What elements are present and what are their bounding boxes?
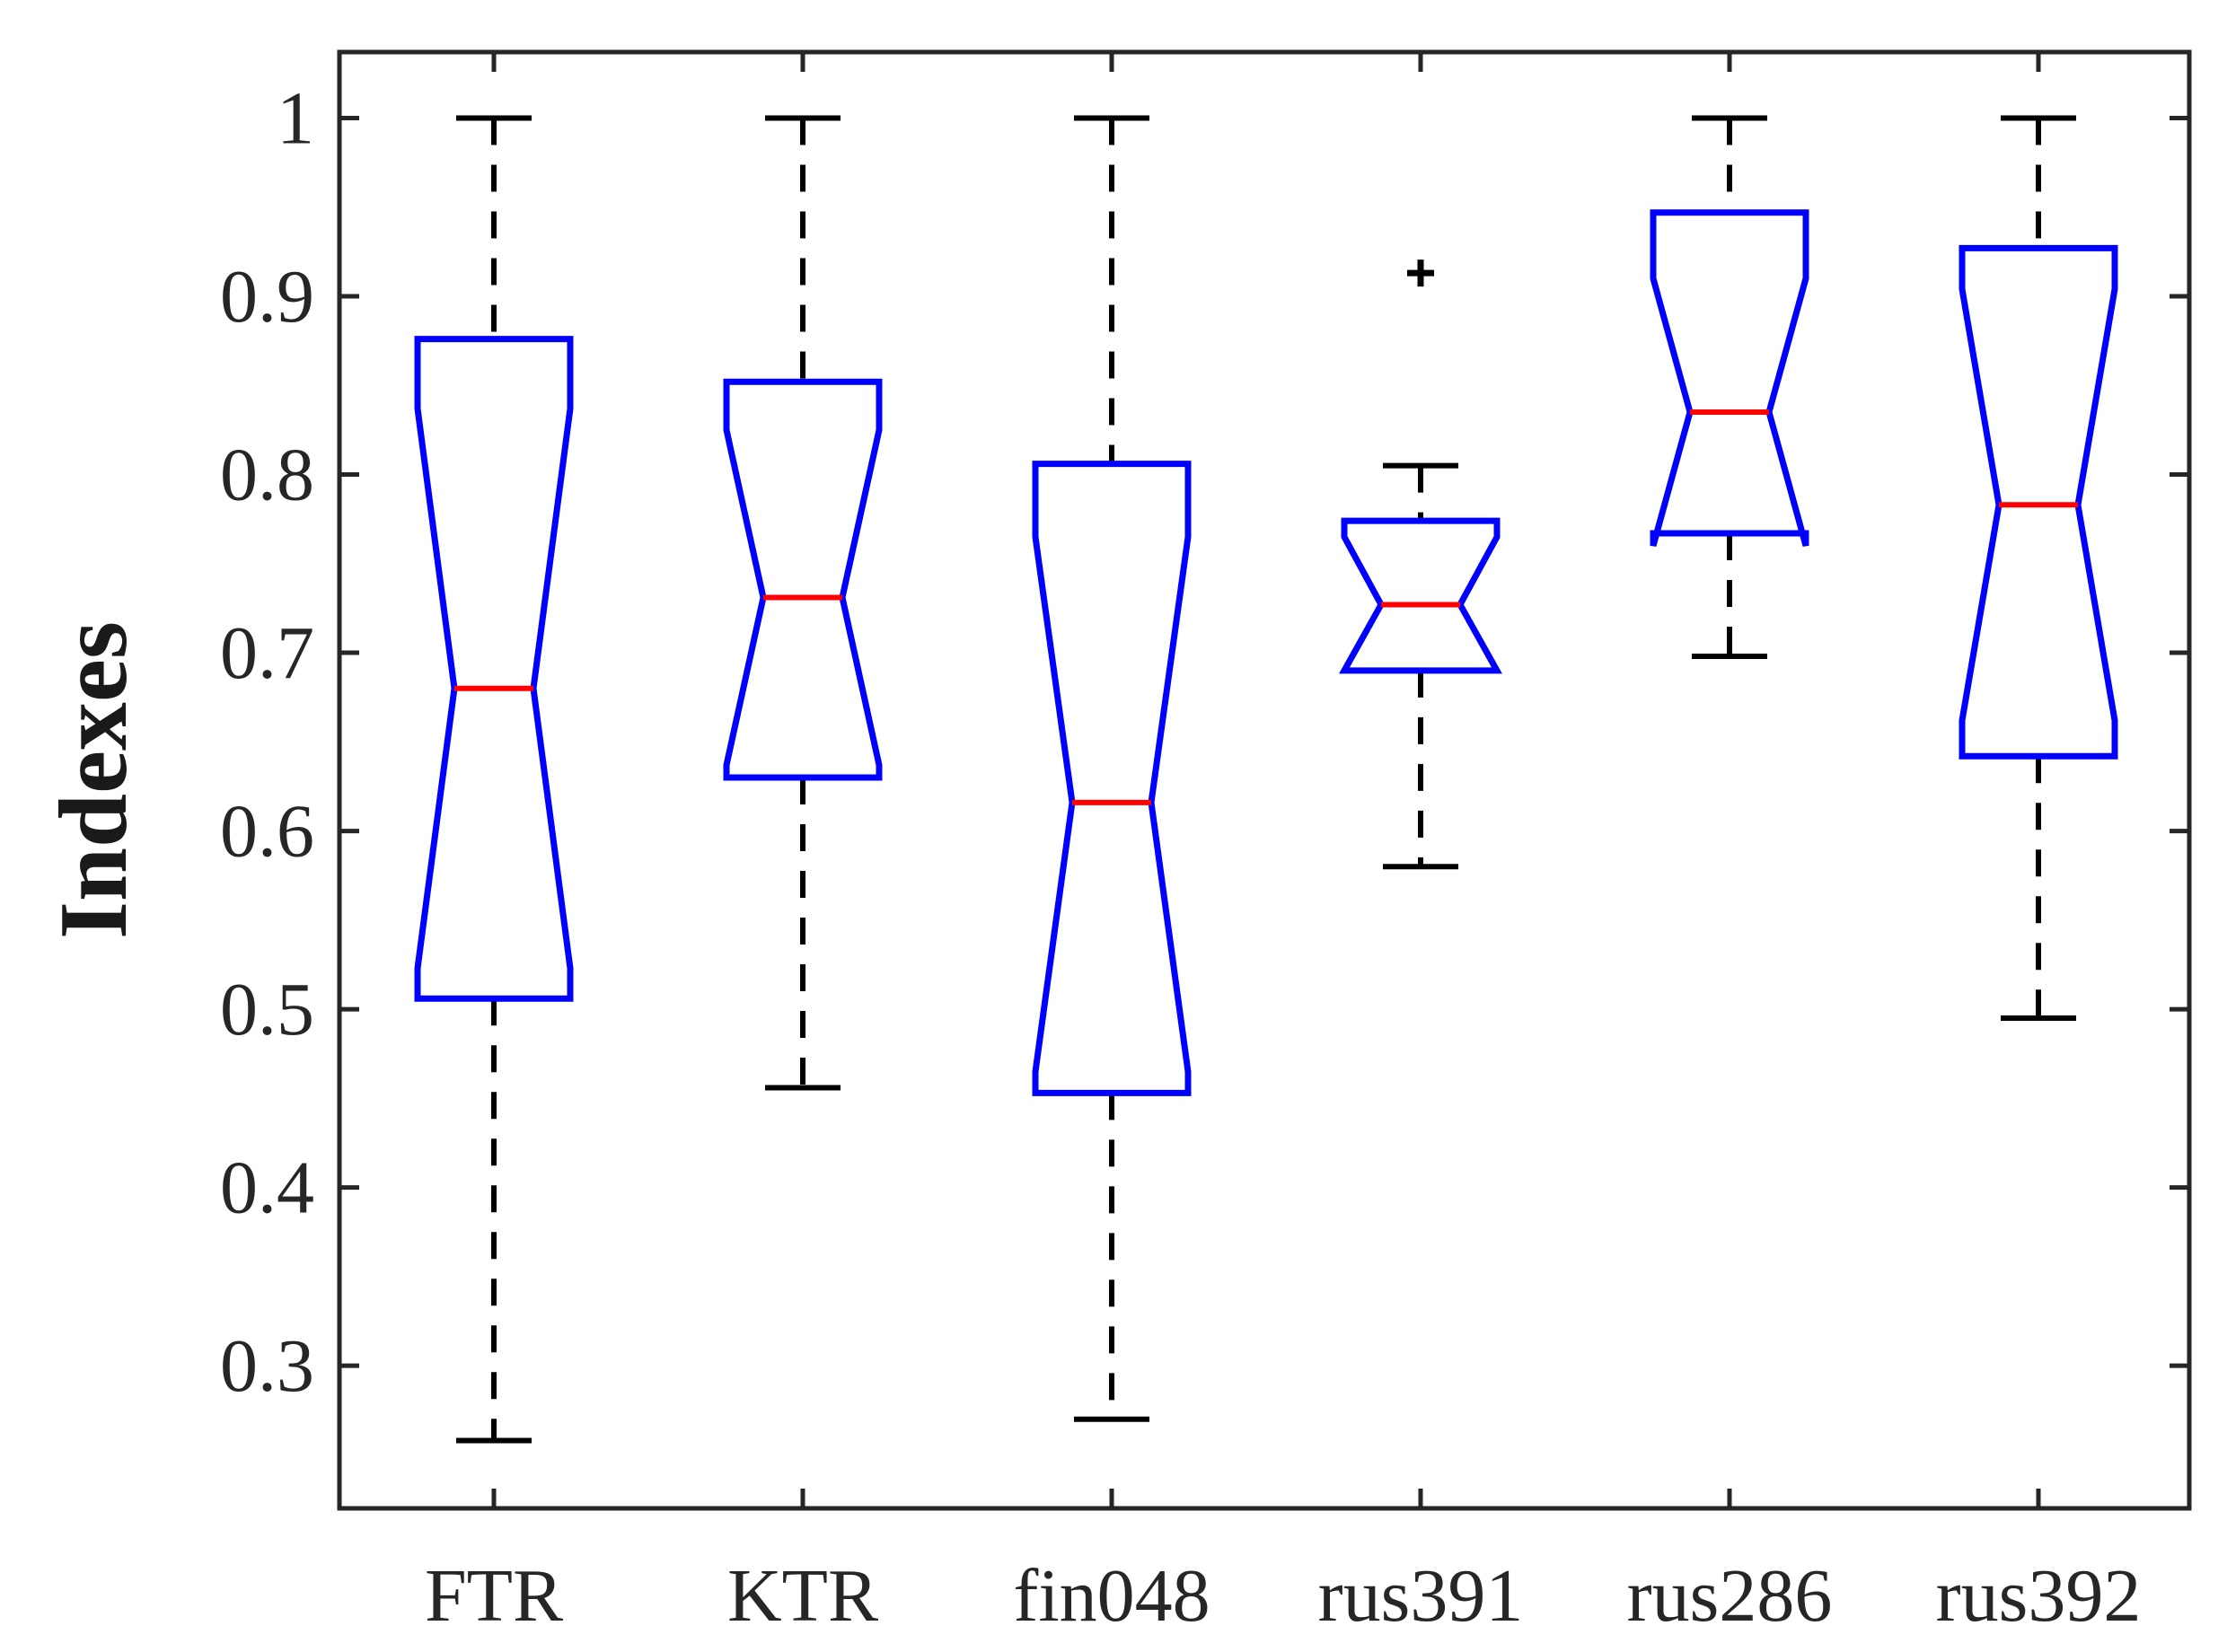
notched-box <box>1339 517 1502 674</box>
x-tick-label: rus391 <box>1318 1554 1524 1638</box>
y-tick-label: 0.9 <box>220 255 314 338</box>
box-rus286 <box>1650 115 1809 660</box>
x-tick-label: rus286 <box>1627 1554 1833 1638</box>
notched-box <box>414 336 574 1002</box>
x-tick-label: rus392 <box>1936 1554 2142 1638</box>
y-tick-label: 0.5 <box>220 968 314 1051</box>
box-rus392 <box>1959 115 2118 1022</box>
box-ktr <box>723 115 883 1091</box>
y-tick-label: 0.7 <box>220 611 314 695</box>
notched-box <box>1959 244 2118 760</box>
notched-box <box>1650 209 1809 547</box>
plot-area <box>414 115 2118 1444</box>
y-tick-label: 0.3 <box>220 1324 314 1408</box>
box-fin048 <box>1032 115 1192 1422</box>
x-tick-label: FTR <box>425 1554 563 1638</box>
notched-box <box>1032 461 1192 1096</box>
box-rus391 <box>1339 259 1502 870</box>
plot-frame <box>337 49 2192 1511</box>
y-tick-label: 0.8 <box>220 434 314 517</box>
box-ftr <box>414 115 574 1444</box>
notched-box <box>723 378 883 781</box>
y-axis: 0.3 0.4 0.5 0.6 0.7 0.8 0.9 1 <box>220 76 2189 1408</box>
x-tick-label: KTR <box>727 1554 878 1638</box>
x-axis: FTR KTR fin048 rus391 rus286 rus392 <box>425 52 2141 1638</box>
y-tick-label: 0.6 <box>220 790 314 874</box>
y-tick-label: 1 <box>277 76 314 160</box>
y-axis-title: Indexes <box>40 621 147 939</box>
outlier-marker <box>1407 259 1434 287</box>
y-tick-label: 0.4 <box>220 1147 314 1230</box>
x-tick-label: fin048 <box>1013 1554 1210 1638</box>
